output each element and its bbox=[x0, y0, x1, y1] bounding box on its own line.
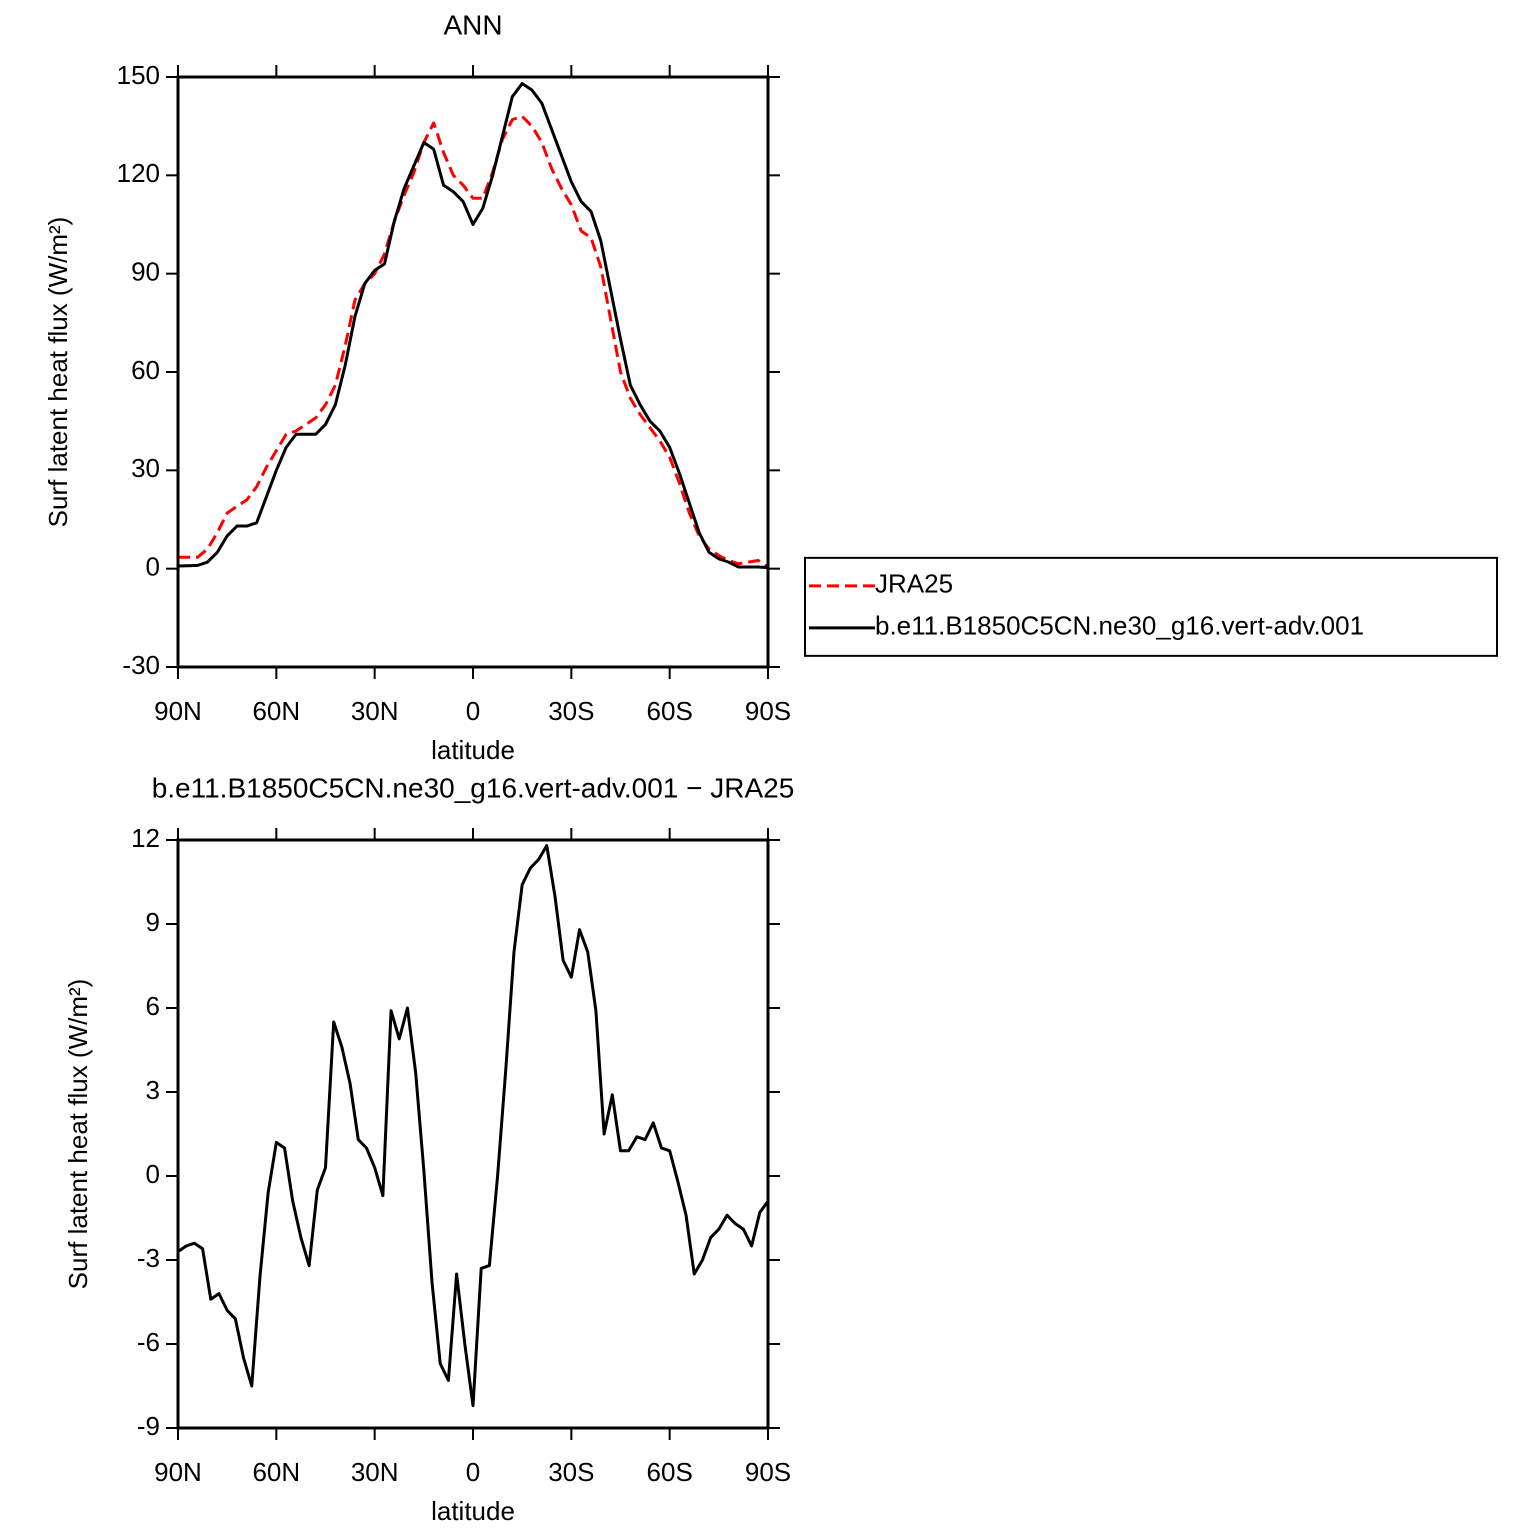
y-tick-label: 30 bbox=[131, 453, 160, 483]
legend-label: JRA25 bbox=[875, 569, 953, 599]
x-tick-label: 30S bbox=[548, 696, 594, 726]
x-tick-label: 90N bbox=[154, 1457, 202, 1487]
legend-box bbox=[804, 556, 1498, 657]
y-tick-label: 0 bbox=[146, 552, 160, 582]
x-tick-label: 90S bbox=[745, 1457, 791, 1487]
x-tick-label: 60S bbox=[647, 1457, 693, 1487]
y-tick-label: 0 bbox=[146, 1159, 160, 1189]
x-tick-label: 0 bbox=[466, 1457, 480, 1487]
data-line bbox=[177, 844, 770, 1408]
chart: ANN latitude Surf latent heat flux (W/m²) -… bbox=[43, 9, 1498, 765]
y-axis-label: Surf latent heat flux (W/m²) bbox=[63, 979, 93, 1290]
y-tick-label: 90 bbox=[131, 257, 160, 287]
y-tick-label: 6 bbox=[146, 991, 160, 1021]
y-tick-label: -6 bbox=[137, 1327, 160, 1357]
x-tick-label: 90S bbox=[745, 696, 791, 726]
y-tick-label: 150 bbox=[117, 60, 160, 90]
x-tick-label: 90N bbox=[154, 696, 202, 726]
data-line bbox=[178, 114, 769, 569]
x-tick-label: 30S bbox=[548, 1457, 594, 1487]
y-tick-label: -3 bbox=[137, 1243, 160, 1273]
y-tick-label: 120 bbox=[117, 158, 160, 188]
y-tick-label: -30 bbox=[122, 650, 160, 680]
chart-title: b.e11.B1850C5CN.ne30_g16.vert-adv.001 − … bbox=[152, 772, 795, 803]
x-axis-label: latitude bbox=[431, 1496, 515, 1526]
y-tick-label: 3 bbox=[146, 1075, 160, 1105]
plot-frame bbox=[176, 75, 770, 669]
y-tick-label: 9 bbox=[146, 907, 160, 937]
x-tick-label: 60N bbox=[252, 1457, 300, 1487]
x-axis-label: latitude bbox=[431, 735, 515, 765]
chart-title: ANN bbox=[443, 9, 502, 40]
legend-label: b.e11.B1850C5CN.ne30_g16.vert-adv.001 bbox=[875, 611, 1364, 641]
y-axis-label: Surf latent heat flux (W/m²) bbox=[43, 217, 73, 528]
x-tick-label: 60S bbox=[647, 696, 693, 726]
x-tick-label: 60N bbox=[252, 696, 300, 726]
x-tick-label: 30N bbox=[351, 696, 399, 726]
data-line bbox=[177, 82, 769, 570]
y-tick-label: 60 bbox=[131, 355, 160, 385]
x-tick-label: 30N bbox=[351, 1457, 399, 1487]
y-tick-label: -9 bbox=[137, 1411, 160, 1441]
chart: b.e11.B1850C5CN.ne30_g16.vert-adv.001 − … bbox=[63, 772, 794, 1525]
y-tick-label: 12 bbox=[131, 823, 160, 853]
plot-frame bbox=[176, 838, 770, 1430]
x-tick-label: 0 bbox=[466, 696, 480, 726]
